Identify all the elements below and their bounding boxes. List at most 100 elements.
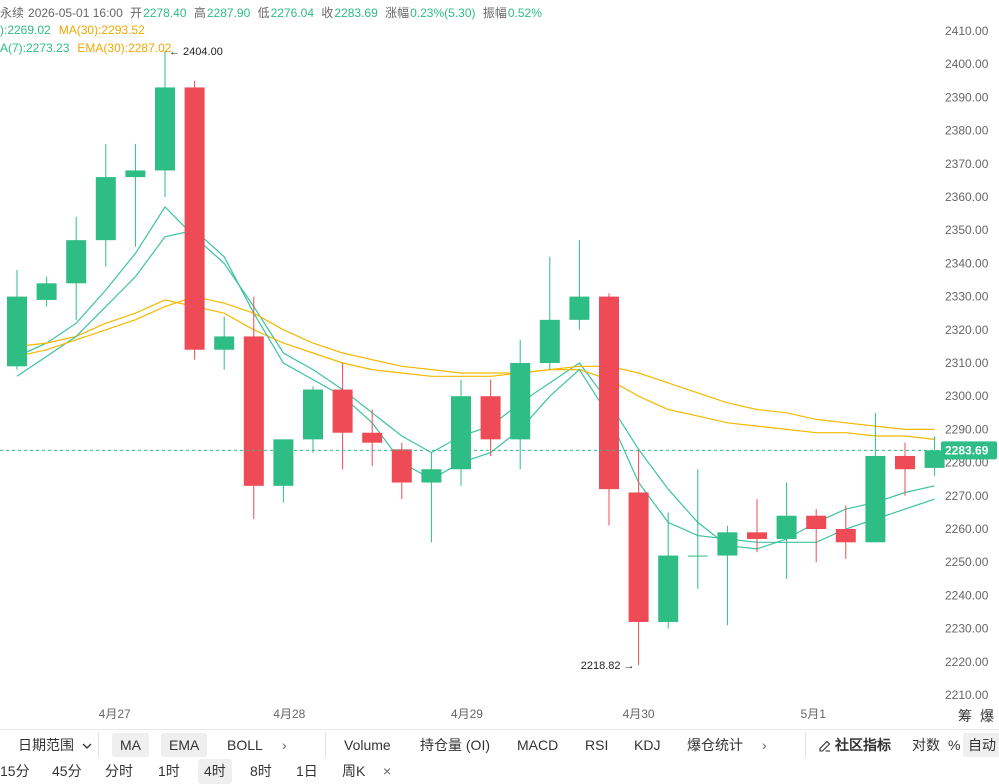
last-price-label: 2283.69 xyxy=(945,443,989,457)
log-scale-toggle[interactable]: 对数 xyxy=(912,737,940,753)
close-icon[interactable]: × xyxy=(383,763,392,779)
candle-body xyxy=(214,336,235,350)
kdj-toggle[interactable]: KDJ xyxy=(634,737,661,753)
indicator-toolbar: 日期范围 MA EMA BOLL › Volume 持仓量 (OI) MACD … xyxy=(0,729,999,759)
ma-toggle[interactable]: MA xyxy=(112,733,149,757)
candle-body xyxy=(155,87,175,171)
community-indicators-button[interactable]: 社区指标 xyxy=(819,730,891,760)
amplitude-value: 0.52% xyxy=(507,6,542,20)
community-indicators-label: 社区指标 xyxy=(835,737,891,753)
candle-body xyxy=(658,555,679,622)
sub-indicators-more-button[interactable]: › xyxy=(762,737,767,753)
candle-body xyxy=(303,389,323,440)
liquidation-stats-toggle[interactable]: 爆仓统计 xyxy=(687,737,743,753)
boll-toggle[interactable]: BOLL xyxy=(227,737,263,753)
candle-body xyxy=(125,170,146,178)
candle-body xyxy=(95,177,116,241)
ema30-value: EMA(30):2287.02 xyxy=(77,41,172,55)
candle-body xyxy=(243,336,264,486)
interval-8h[interactable]: 8时 xyxy=(250,763,272,779)
percent-scale-toggle[interactable]: % xyxy=(948,737,961,753)
divider xyxy=(325,732,326,758)
candle-body xyxy=(599,296,619,490)
candle-body xyxy=(273,439,294,486)
divider xyxy=(98,732,99,758)
candle-body xyxy=(835,529,856,543)
open-value: 2278.40 xyxy=(143,6,187,20)
last-price-badge xyxy=(941,441,997,460)
time-tick-label: 5月1 xyxy=(801,707,827,721)
price-tick-label: 2230.00 xyxy=(945,622,989,636)
ma-legend: ):2269.02 MA(30):2293.52 xyxy=(0,23,145,37)
rsi-toggle[interactable]: RSI xyxy=(585,737,609,753)
high-marker: ← 2404.00 xyxy=(169,46,223,58)
price-axis: 2410.00 2400.00 2390.00 2380.00 2370.00 2360.… xyxy=(945,24,989,702)
open-interest-toggle[interactable]: 持仓量 (OI) xyxy=(420,737,490,753)
price-tick-label: 2210.00 xyxy=(945,688,989,702)
price-tick-label: 2400.00 xyxy=(945,57,989,71)
high-value: 2287.90 xyxy=(206,6,251,20)
macd-toggle[interactable]: MACD xyxy=(517,737,559,753)
date-label: 永续 xyxy=(0,6,25,20)
interval-weekly[interactable]: 周K xyxy=(342,763,366,779)
ema7-value: A(7):2273.23 xyxy=(0,41,70,55)
interval-15m[interactable]: 15分 xyxy=(0,763,30,779)
candle-body xyxy=(451,396,471,470)
chevron-down-icon xyxy=(82,743,92,750)
high-label: 高 xyxy=(193,6,206,20)
date-range-button[interactable]: 日期范围 xyxy=(18,730,92,760)
series-line-ema30 xyxy=(16,295,935,430)
date-range-label: 日期范围 xyxy=(18,737,74,753)
interval-4h[interactable]: 4时 xyxy=(198,759,232,784)
time-tick-label: 4月29 xyxy=(451,707,483,721)
close-value: 2283.69 xyxy=(334,6,378,20)
candle-body xyxy=(66,240,87,284)
liquidation-button[interactable]: 爆 xyxy=(980,708,994,724)
chip-button[interactable]: 筹 xyxy=(958,708,972,724)
ema-legend: A(7):2273.23 EMA(30):2287.02 xyxy=(0,41,171,55)
price-tick-label: 2270.00 xyxy=(945,489,989,503)
auto-scale-toggle[interactable]: 自动 xyxy=(963,733,999,757)
low-label: 低 xyxy=(257,6,270,20)
price-tick-label: 2350.00 xyxy=(945,223,989,237)
interval-tick[interactable]: 分时 xyxy=(105,763,133,779)
candle-body xyxy=(7,296,27,367)
candle-body xyxy=(510,363,531,440)
price-tick-label: 2290.00 xyxy=(945,422,989,436)
price-tick-label: 2330.00 xyxy=(945,290,989,304)
open-label: 开 xyxy=(130,6,143,20)
time-tick-label: 4月30 xyxy=(623,707,655,721)
interval-1d[interactable]: 1日 xyxy=(296,763,318,779)
ohlc-header: 永续 2026-05-01 16:00 开2278.40 高2287.90 低22… xyxy=(0,4,546,21)
volume-toggle[interactable]: Volume xyxy=(344,737,391,753)
change-label: 涨幅 xyxy=(385,6,410,20)
price-tick-label: 2320.00 xyxy=(945,323,989,337)
candlestick-chart[interactable]: 2410.00 2400.00 2390.00 2380.00 2370.00 2360.… xyxy=(0,0,999,729)
candle-body xyxy=(895,455,915,470)
price-tick-label: 2340.00 xyxy=(945,256,989,270)
candle-body xyxy=(391,449,412,483)
price-tick-label: 2300.00 xyxy=(945,389,989,403)
candle-body xyxy=(421,469,442,483)
candle-body xyxy=(569,296,590,320)
price-tick-label: 2370.00 xyxy=(945,157,989,171)
candles xyxy=(7,50,945,666)
divider xyxy=(805,732,806,758)
time-tick-label: 4月27 xyxy=(99,707,131,721)
candle-body xyxy=(184,87,205,350)
candle-body xyxy=(480,396,501,440)
interval-bar: 15分 45分 分时 1时 4时 8时 1日 周K × xyxy=(0,759,999,784)
price-tick-label: 2380.00 xyxy=(945,124,989,138)
candle-body xyxy=(539,319,560,363)
main-indicators-more-button[interactable]: › xyxy=(282,737,287,753)
candle-body xyxy=(924,450,945,468)
price-tick-label: 2260.00 xyxy=(945,522,989,536)
ema-toggle[interactable]: EMA xyxy=(161,733,208,757)
interval-1h[interactable]: 1时 xyxy=(158,763,180,779)
ma-lines xyxy=(16,206,935,550)
interval-45m[interactable]: 45分 xyxy=(52,763,82,779)
ma30-value: MA(30):2293.52 xyxy=(58,23,145,37)
candle-body xyxy=(776,515,797,539)
close-label: 收 xyxy=(321,6,334,20)
time-tick-label: 4月28 xyxy=(273,707,305,721)
